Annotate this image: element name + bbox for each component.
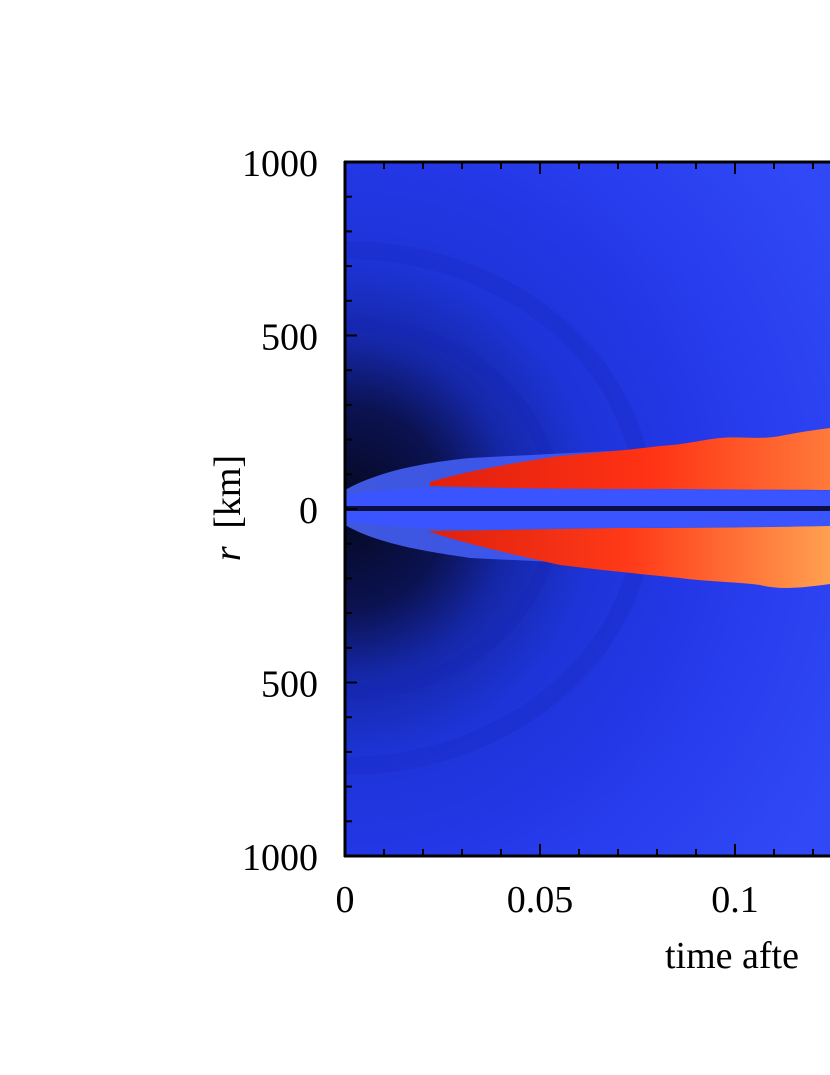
x-tick-label: 0.05 [507,879,574,921]
hot-region-upper [430,428,830,490]
y-tick-labels: 1000 500 0 500 1000 [242,143,318,879]
y-tick-label: 1000 [242,143,318,185]
y-tick-label: 500 [261,317,318,359]
x-tick-labels: 0 0.05 0.1 [336,879,759,921]
hot-region-lower [430,526,830,588]
y-axis-variable: r [207,546,249,561]
y-axis-unit: [km] [207,455,249,529]
center-line [345,506,830,511]
y-tick-label: 500 [261,664,318,706]
x-axis-title: time afte [665,935,799,977]
tick-marks [344,161,814,857]
x-tick-label: 0 [336,879,355,921]
y-tick-label: 0 [299,490,318,532]
heatmap-image [345,162,830,855]
y-axis-title: r [km] [207,455,249,561]
y-tick-label: 1000 [242,837,318,879]
svg-text:r [km]: r [km] [207,455,249,561]
x-tick-label: 0.1 [711,879,759,921]
